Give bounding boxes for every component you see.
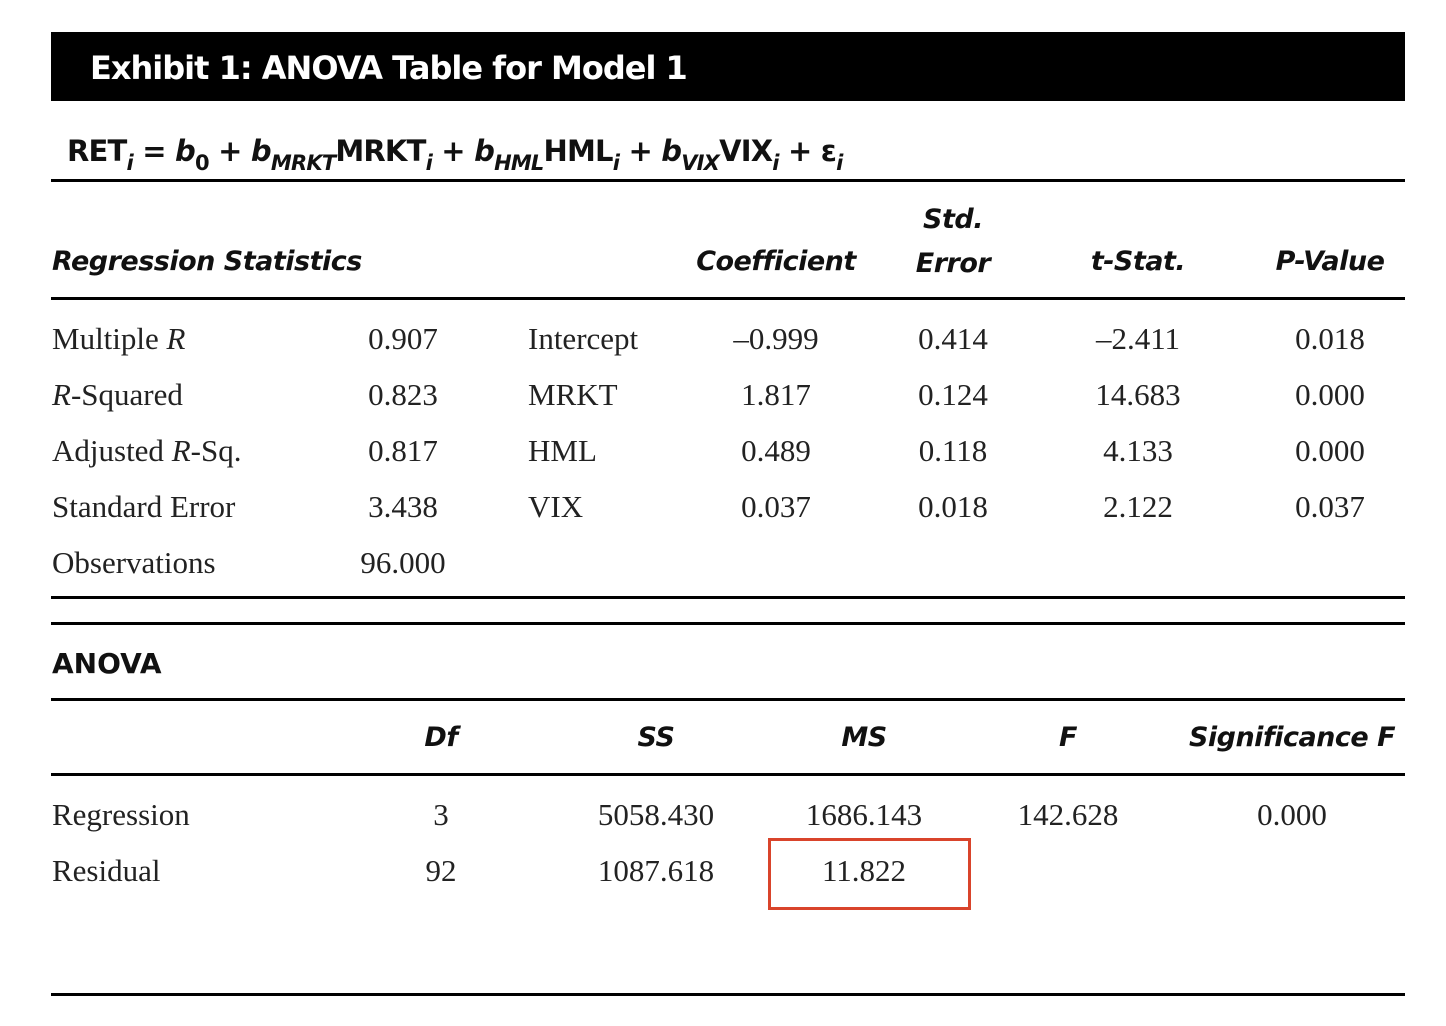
stat-value: 0.823: [368, 377, 438, 412]
coef-value: 4.133: [1103, 433, 1173, 468]
row-label: R-Squared: [52, 377, 183, 413]
exhibit-title: Exhibit 1: ANOVA Table for Model 1: [90, 49, 688, 87]
coef-value: 0.414: [918, 321, 988, 356]
header: Regression Statistics: [52, 246, 362, 277]
anova-value: 1087.618: [597, 853, 715, 888]
rule: [51, 773, 1405, 776]
stat-value: 0.817: [368, 433, 438, 468]
equation-part: + ε: [778, 134, 837, 168]
anova-value: 5058.430: [597, 797, 715, 832]
coef-value: 1.817: [741, 377, 811, 412]
equation-part: MRKT: [270, 151, 336, 175]
coef-value: 2.122: [1103, 489, 1173, 524]
label-part: Multiple: [52, 321, 167, 356]
equation-part: i: [836, 151, 843, 175]
coef-value: 0.037: [1295, 489, 1365, 524]
anova-value: 142.628: [1017, 797, 1119, 832]
title-bar: [51, 32, 1405, 101]
coef-value: 0.000: [1295, 433, 1365, 468]
equation-part: HML: [543, 134, 614, 168]
stat-value: 3.438: [368, 489, 438, 524]
coef-value: 0.124: [918, 377, 988, 412]
equation-part: b: [661, 134, 682, 168]
equation: RETi = b0 + bMRKTMRKTi + bHMLHMLi + bVIX…: [67, 134, 843, 175]
rule: [51, 993, 1405, 996]
column-header: SS: [637, 722, 675, 753]
coef-value: –0.999: [733, 321, 819, 356]
stat-value: 96.000: [360, 545, 446, 580]
rule: [51, 698, 1405, 701]
column-header: t-Stat.: [1090, 246, 1186, 277]
equation-part: b: [175, 134, 196, 168]
label-part: Standard Error: [52, 489, 236, 524]
anova-title: ANOVA: [52, 647, 162, 680]
row-label: Standard Error: [52, 489, 235, 525]
coef-value: 0.037: [741, 489, 811, 524]
coef-value: 0.489: [741, 433, 811, 468]
label-part: R: [52, 377, 71, 412]
label-part: Adjusted: [52, 433, 172, 468]
column-header: F: [1059, 722, 1077, 753]
column-header: Df: [424, 722, 458, 753]
equation-part: +: [619, 134, 662, 168]
coef-name: VIX: [528, 489, 584, 524]
equation-part: i: [425, 151, 433, 175]
label-part: R: [166, 321, 186, 356]
rule: [51, 179, 1405, 182]
column-header: Std. Error: [915, 204, 991, 279]
equation-part: b: [250, 134, 272, 168]
column-header: MS: [841, 722, 887, 753]
anova-value: 1686.143: [805, 797, 923, 832]
anova-value: 3: [433, 797, 449, 832]
equation-part: VIX: [719, 134, 773, 168]
stat-value: 0.907: [368, 321, 438, 356]
equation-part: HML: [494, 151, 544, 175]
coef-value: 14.683: [1095, 377, 1181, 412]
row-label: Observations: [52, 545, 216, 581]
coef-name: MRKT: [528, 377, 618, 412]
equation-part: MRKT: [335, 134, 426, 168]
anova-value: 0.000: [1257, 797, 1327, 832]
label-part: -Sq.: [190, 433, 242, 468]
coef-value: 0.000: [1295, 377, 1365, 412]
coef-value: 0.018: [918, 489, 988, 524]
equation-part: i: [612, 151, 620, 175]
coef-name: HML: [528, 433, 597, 468]
anova-value: 11.822: [821, 853, 907, 888]
coef-value: 0.118: [918, 433, 988, 468]
label-part: R: [171, 433, 191, 468]
column-header: Significance F: [1188, 722, 1396, 753]
equation-part: +: [432, 134, 475, 168]
coef-value: 0.018: [1295, 321, 1365, 356]
rule: [51, 596, 1405, 599]
equation-part: 0: [195, 151, 210, 175]
coef-value: –2.411: [1095, 321, 1181, 356]
label-part: Observations: [52, 545, 216, 580]
equation-part: i: [126, 151, 134, 175]
rule: [51, 297, 1405, 300]
rule: [51, 622, 1405, 625]
equation-part: VIX: [681, 151, 720, 175]
equation-part: RET: [67, 134, 127, 168]
row-label: Adjusted R-Sq.: [52, 433, 241, 469]
equation-part: i: [772, 151, 779, 175]
anova-value: 92: [425, 853, 457, 888]
row-label: Multiple R: [52, 321, 185, 357]
coef-name: Intercept: [528, 321, 639, 356]
equation-part: b: [474, 134, 495, 168]
label-part: -Squared: [70, 377, 183, 412]
column-header: P-Value: [1275, 246, 1385, 277]
equation-part: =: [132, 134, 176, 168]
row-label: Regression: [52, 797, 190, 832]
column-header: Coefficient: [696, 246, 856, 277]
row-label: Residual: [52, 853, 161, 888]
equation-part: +: [208, 134, 251, 168]
highlight-box: [768, 838, 971, 910]
